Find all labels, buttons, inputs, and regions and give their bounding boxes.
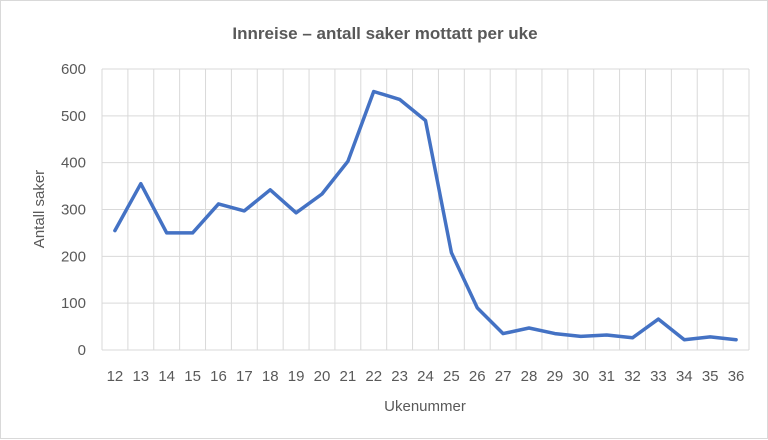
x-tick-label: 34 (676, 368, 693, 385)
data-point (346, 160, 350, 163)
y-tick-label: 400 (61, 155, 86, 172)
series-layer (113, 89, 738, 342)
data-point (294, 211, 298, 214)
data-point (476, 306, 479, 310)
data-point (657, 317, 660, 321)
x-axis-ticks: 12 13 14 15 16 17 18 19 20 21 22 23 24 25 26 27 28 29 30 31… (107, 368, 745, 385)
data-point (683, 338, 686, 341)
x-tick-label: 14 (158, 368, 175, 385)
x-tick-label: 22 (365, 368, 382, 385)
x-tick-label: 29 (547, 368, 564, 385)
x-tick-label: 21 (340, 368, 357, 385)
data-point (579, 335, 582, 338)
x-tick-label: 18 (262, 368, 279, 385)
x-axis-title: Ukenummer (384, 398, 466, 415)
x-tick-label: 13 (132, 368, 149, 385)
x-tick-label: 33 (650, 368, 667, 385)
data-point (631, 336, 634, 340)
y-tick-label: 200 (61, 248, 86, 265)
x-tick-label: 31 (598, 368, 615, 385)
y-axis-title: Antall saker (31, 170, 48, 248)
data-point (398, 98, 401, 101)
y-tick-label: 100 (61, 295, 86, 312)
data-point (372, 90, 375, 93)
x-tick-label: 26 (469, 368, 486, 385)
x-tick-label: 30 (572, 368, 589, 385)
data-point (605, 333, 608, 337)
data-point (553, 332, 557, 335)
x-tick-label: 15 (184, 368, 201, 385)
data-point (113, 229, 117, 232)
y-tick-label: 600 (61, 61, 86, 78)
data-point (501, 332, 505, 335)
data-point (165, 231, 168, 235)
data-point (708, 335, 712, 339)
x-tick-label: 27 (495, 368, 512, 385)
x-tick-label: 24 (417, 368, 434, 385)
y-tick-label: 0 (78, 342, 86, 359)
data-point (450, 251, 453, 254)
data-point (217, 202, 220, 206)
chart-title: Innreise – antall saker mottatt per uke (232, 24, 537, 43)
x-tick-label: 28 (521, 368, 538, 385)
x-tick-label: 20 (314, 368, 331, 385)
data-point (243, 209, 246, 213)
x-tick-label: 12 (107, 368, 124, 385)
data-point (139, 182, 143, 185)
x-tick-label: 35 (702, 368, 719, 385)
x-tick-label: 23 (391, 368, 408, 385)
series-line (113, 89, 738, 342)
x-tick-label: 32 (624, 368, 641, 385)
x-tick-label: 17 (236, 368, 253, 385)
x-tick-label: 36 (728, 368, 745, 385)
y-tick-label: 300 (61, 202, 86, 219)
y-axis-ticks: 0 100 200 300 400 500 600 (61, 61, 86, 359)
data-point (424, 119, 427, 122)
data-point (269, 188, 272, 192)
x-tick-label: 25 (443, 368, 460, 385)
data-point (191, 231, 194, 235)
data-point (320, 192, 324, 196)
data-point (527, 326, 531, 330)
gridlines (101, 68, 750, 351)
data-point (734, 338, 738, 341)
x-tick-label: 19 (288, 368, 305, 385)
y-tick-label: 500 (61, 108, 86, 125)
x-tick-label: 16 (210, 368, 227, 385)
